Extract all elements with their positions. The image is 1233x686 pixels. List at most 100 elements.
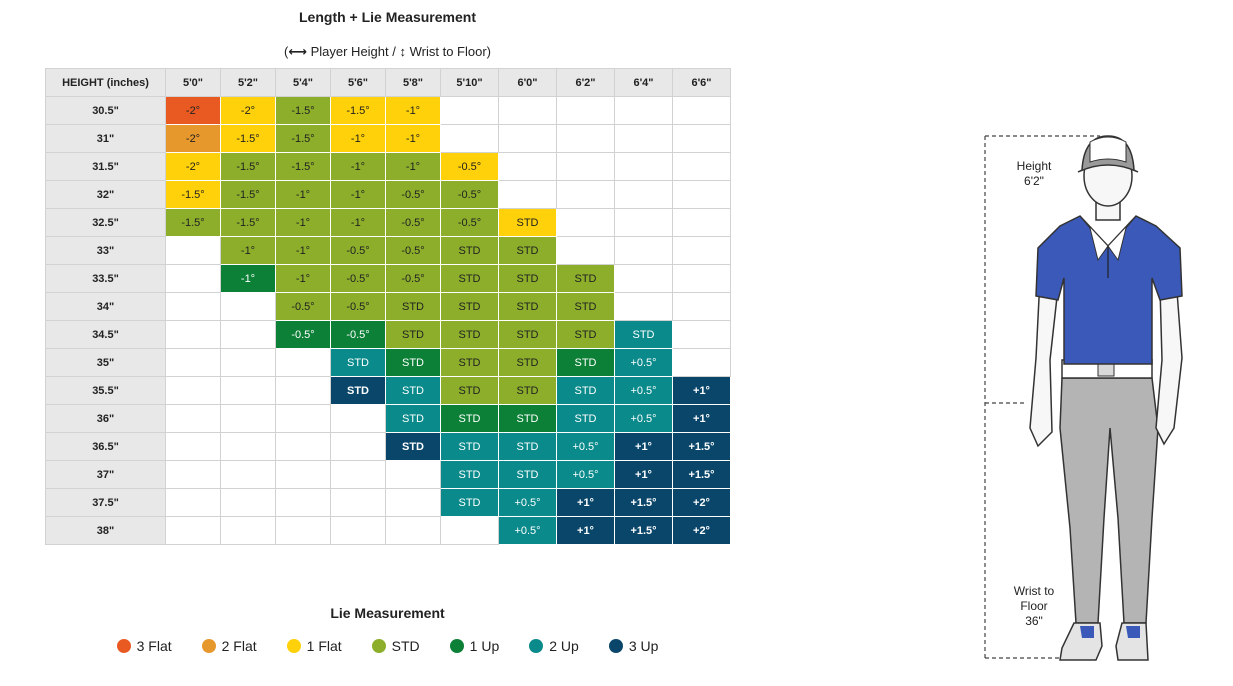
vertical-arrow-icon: ↕	[399, 44, 406, 59]
column-header: 6'2"	[556, 68, 615, 97]
table-cell: STD	[440, 376, 499, 405]
table-cell: +0.5°	[614, 376, 673, 405]
legend-item: 1 Up	[449, 638, 500, 654]
table-cell	[556, 124, 615, 153]
legend-swatch	[286, 639, 301, 653]
table-cell: +1.5°	[672, 460, 731, 489]
table-cell	[614, 208, 673, 237]
legend-label: 1 Up	[469, 638, 500, 654]
table-cell: -1°	[220, 264, 276, 293]
table-cell: +1.5°	[614, 516, 673, 545]
table-cell	[672, 208, 731, 237]
table-cell: -0.5°	[330, 236, 386, 265]
table-cell	[440, 96, 499, 125]
row-header: 37"	[45, 460, 166, 489]
table-cell	[220, 432, 276, 461]
table-cell: +1°	[556, 488, 615, 517]
height-value: 6'2"	[1024, 174, 1044, 188]
table-cell: STD	[440, 320, 499, 349]
table-cell: +1°	[672, 376, 731, 405]
subtitle-wrist-to-floor: Wrist to Floor)	[409, 44, 491, 59]
table-cell: -2°	[165, 124, 221, 153]
table-cell	[330, 404, 386, 433]
legend-label: 3 Flat	[136, 638, 172, 654]
table-cell: -0.5°	[440, 180, 499, 209]
table-cell	[672, 96, 731, 125]
table-cell	[498, 124, 557, 153]
table-cell	[275, 432, 331, 461]
table-cell: STD	[385, 432, 441, 461]
table-cell	[385, 460, 441, 489]
table-cell: -2°	[220, 96, 276, 125]
table-cell	[220, 292, 276, 321]
legend-item: STD	[371, 638, 420, 654]
table-cell	[614, 292, 673, 321]
table-cell: +1.5°	[614, 488, 673, 517]
column-header: 6'4"	[614, 68, 673, 97]
row-header: 33.5"	[45, 264, 166, 293]
row-header: 34"	[45, 292, 166, 321]
legend-label: STD	[391, 638, 420, 654]
table-cell	[672, 320, 731, 349]
table-cell	[556, 96, 615, 125]
table-cell	[330, 488, 386, 517]
column-header: 6'0"	[498, 68, 557, 97]
table-cell: STD	[498, 264, 557, 293]
table-row: 34.5" -0.5° -0.5° STD STD STD STD STD	[45, 320, 731, 349]
legend-label: 2 Up	[549, 638, 579, 654]
table-cell: -1.5°	[220, 152, 276, 181]
table-row: 31" -2° -1.5° -1.5° -1° -1°	[45, 124, 731, 153]
table-cell: -0.5°	[275, 292, 331, 321]
table-cell: STD	[498, 236, 557, 265]
table-cell: -1°	[385, 152, 441, 181]
row-header: 33"	[45, 236, 166, 265]
table-cell	[220, 460, 276, 489]
table-cell	[165, 516, 221, 545]
legend-swatch	[201, 639, 216, 653]
legend-item: 3 Up	[608, 638, 658, 654]
legend-item: 2 Flat	[201, 638, 257, 654]
table-cell: STD	[556, 376, 615, 405]
table-cell: -0.5°	[330, 292, 386, 321]
table-cell	[672, 292, 731, 321]
table-cell: STD	[556, 292, 615, 321]
fitting-table: HEIGHT (inches) 5'0" 5'2" 5'4" 5'6" 5'8" 5'10…	[45, 68, 731, 545]
legend-title: Lie Measurement	[330, 605, 445, 621]
table-cell	[385, 516, 441, 545]
table-cell	[614, 264, 673, 293]
chart-subtitle: (⟷ Player Height / ↕ Wrist to Floor)	[45, 44, 730, 60]
table-cell	[556, 152, 615, 181]
table-cell: -1°	[275, 264, 331, 293]
table-cell: STD	[440, 348, 499, 377]
table-cell: -1°	[275, 180, 331, 209]
table-cell: +2°	[672, 516, 731, 545]
table-cell: +1°	[614, 432, 673, 461]
table-cell: STD	[498, 432, 557, 461]
table-cell	[275, 516, 331, 545]
row-header: 31.5"	[45, 152, 166, 181]
table-cell: -1°	[385, 124, 441, 153]
table-cell: STD	[440, 236, 499, 265]
table-cell: STD	[385, 404, 441, 433]
table-cell	[556, 208, 615, 237]
table-cell: -1.5°	[330, 96, 386, 125]
table-cell: STD	[440, 292, 499, 321]
table-cell: -1°	[330, 124, 386, 153]
table-cell: STD	[498, 348, 557, 377]
table-cell: -1.5°	[275, 124, 331, 153]
table-cell: -1°	[330, 180, 386, 209]
legend-label: 1 Flat	[306, 638, 342, 654]
table-cell: -1°	[275, 236, 331, 265]
table-cell	[275, 376, 331, 405]
table-cell: STD	[440, 488, 499, 517]
table-cell: -1°	[220, 236, 276, 265]
height-label: Height 6'2"	[1008, 159, 1060, 189]
table-cell: -0.5°	[385, 264, 441, 293]
table-cell: STD	[614, 320, 673, 349]
table-cell: -0.5°	[275, 320, 331, 349]
table-row: 31.5" -2° -1.5° -1.5° -1° -1° -0.5°	[45, 152, 731, 181]
table-cell: +2°	[672, 488, 731, 517]
wrist-value: 36"	[1025, 614, 1043, 628]
table-row: 32.5" -1.5° -1.5° -1° -1° -0.5° -0.5° STD	[45, 208, 731, 237]
table-cell	[165, 432, 221, 461]
